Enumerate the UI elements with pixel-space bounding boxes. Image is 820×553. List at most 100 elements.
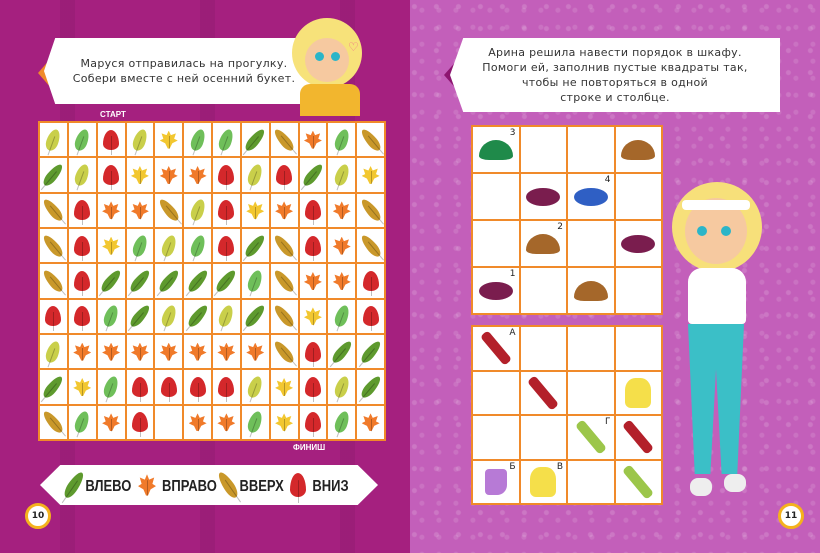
empty-cell[interactable] [568, 371, 614, 414]
maze-cell[interactable] [40, 264, 67, 298]
filled-cell[interactable]: 1 [473, 268, 519, 313]
maze-cell[interactable] [357, 334, 384, 369]
maze-cell[interactable] [357, 405, 384, 439]
maze-cell[interactable] [270, 193, 298, 227]
maze-cell[interactable] [328, 370, 356, 404]
maze-cell[interactable] [97, 405, 125, 439]
filled-cell[interactable]: 3 [473, 127, 519, 172]
maze-cell[interactable] [126, 228, 154, 263]
filled-cell[interactable] [568, 268, 614, 313]
maze-cell[interactable] [299, 158, 327, 192]
maze-cell[interactable] [328, 299, 356, 333]
empty-cell[interactable] [473, 221, 519, 266]
maze-cell[interactable] [68, 334, 96, 369]
filled-cell[interactable] [615, 127, 661, 172]
maze-cell[interactable] [97, 228, 125, 263]
maze-cell[interactable] [68, 158, 96, 192]
maze-cell[interactable] [126, 193, 154, 227]
maze-cell[interactable] [97, 158, 125, 192]
maze-cell[interactable] [357, 158, 384, 192]
maze-cell[interactable] [97, 299, 125, 333]
maze-cell[interactable] [40, 405, 67, 439]
empty-cell[interactable] [615, 174, 661, 219]
maze-cell[interactable] [328, 405, 356, 439]
maze-cell[interactable] [184, 299, 211, 333]
filled-cell[interactable] [520, 371, 566, 414]
maze-cell[interactable] [270, 264, 298, 298]
maze-cell[interactable] [68, 228, 96, 263]
maze-cell[interactable] [241, 123, 269, 157]
empty-cell[interactable] [520, 127, 566, 172]
filled-cell[interactable]: Г [568, 416, 614, 459]
maze-cell[interactable] [40, 193, 67, 227]
maze-cell[interactable] [68, 123, 96, 157]
maze-cell[interactable] [68, 264, 96, 298]
maze-cell[interactable] [213, 334, 240, 369]
maze-cell[interactable] [241, 228, 269, 263]
maze-cell[interactable] [270, 228, 298, 263]
maze-cell[interactable] [213, 299, 240, 333]
maze-cell[interactable] [155, 299, 183, 333]
maze-cell[interactable] [241, 264, 269, 298]
maze-cell[interactable] [97, 123, 125, 157]
maze-cell[interactable] [126, 370, 154, 404]
maze-cell[interactable] [126, 123, 154, 157]
maze-cell[interactable] [299, 334, 327, 369]
maze-cell[interactable] [184, 264, 211, 298]
maze-cell[interactable] [241, 193, 269, 227]
maze-cell[interactable] [184, 123, 211, 157]
maze-cell[interactable] [40, 158, 67, 192]
maze-cell[interactable] [97, 370, 125, 404]
maze-cell[interactable] [155, 123, 183, 157]
maze-cell[interactable] [184, 158, 211, 192]
maze-cell[interactable] [155, 228, 183, 263]
filled-cell[interactable] [615, 460, 661, 503]
maze-cell[interactable] [241, 158, 269, 192]
maze-cell[interactable] [328, 193, 356, 227]
filled-cell[interactable]: 2 [520, 221, 566, 266]
maze-cell[interactable] [126, 334, 154, 369]
maze-cell[interactable] [68, 193, 96, 227]
maze-cell[interactable] [357, 370, 384, 404]
maze-cell[interactable] [68, 405, 96, 439]
maze-cell[interactable] [155, 193, 183, 227]
maze-cell[interactable] [155, 264, 183, 298]
maze-cell[interactable] [184, 370, 211, 404]
filled-cell[interactable] [615, 416, 661, 459]
empty-cell[interactable] [473, 416, 519, 459]
empty-cell[interactable] [615, 327, 661, 370]
maze-cell[interactable] [357, 193, 384, 227]
filled-cell[interactable] [615, 221, 661, 266]
empty-cell[interactable] [473, 371, 519, 414]
maze-cell[interactable] [357, 228, 384, 263]
maze-cell[interactable] [241, 334, 269, 369]
empty-cell[interactable] [520, 327, 566, 370]
maze-cell[interactable] [126, 299, 154, 333]
filled-cell[interactable] [520, 174, 566, 219]
empty-cell[interactable] [568, 221, 614, 266]
maze-cell[interactable] [299, 228, 327, 263]
maze-cell[interactable] [357, 299, 384, 333]
maze-cell[interactable] [270, 123, 298, 157]
maze-cell[interactable] [299, 123, 327, 157]
maze-cell[interactable] [328, 264, 356, 298]
empty-cell[interactable] [615, 268, 661, 313]
maze-cell[interactable] [357, 264, 384, 298]
maze-cell[interactable] [184, 334, 211, 369]
maze-cell[interactable] [299, 405, 327, 439]
maze-cell[interactable] [270, 370, 298, 404]
maze-cell[interactable] [184, 228, 211, 263]
empty-cell[interactable] [520, 416, 566, 459]
maze-cell[interactable] [126, 158, 154, 192]
empty-cell[interactable] [473, 174, 519, 219]
empty-cell[interactable] [568, 327, 614, 370]
maze-cell[interactable] [299, 370, 327, 404]
maze-cell[interactable] [328, 228, 356, 263]
maze-cell[interactable] [155, 405, 183, 439]
maze-cell[interactable] [299, 264, 327, 298]
maze-cell[interactable] [328, 123, 356, 157]
maze-cell[interactable] [213, 405, 240, 439]
filled-cell[interactable]: 4 [568, 174, 614, 219]
maze-cell[interactable] [270, 299, 298, 333]
maze-cell[interactable] [155, 158, 183, 192]
